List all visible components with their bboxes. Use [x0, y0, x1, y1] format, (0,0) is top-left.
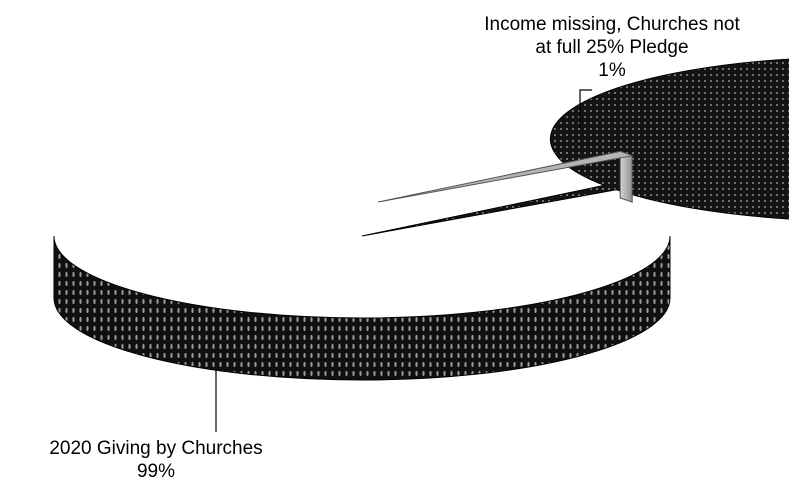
- slice-1-label-line-0: Income missing, Churches not: [484, 14, 740, 35]
- slice-0-side: [53, 235, 671, 381]
- slice-0-top: [361, 58, 789, 237]
- pie-top-layer: [361, 58, 789, 237]
- slice-1-label-line-1: at full 25% Pledge: [535, 37, 688, 58]
- slice-0-label-percent: 99%: [137, 461, 175, 482]
- slice-1-leader-line: [579, 89, 592, 128]
- slice-1-label: Income missing, Churches not at full 25% …: [484, 14, 740, 81]
- slice-0-label-line-0: 2020 Giving by Churches: [49, 438, 262, 459]
- pie-label-layer: Income missing, Churches not at full 25% …: [49, 14, 740, 482]
- slice-1-top: [377, 150, 635, 203]
- slice-0-label: 2020 Giving by Churches 99%: [49, 438, 262, 482]
- slice-1-label-percent: 1%: [598, 60, 626, 81]
- pie-side-layer: [53, 235, 671, 381]
- slice-1-side: [619, 150, 633, 203]
